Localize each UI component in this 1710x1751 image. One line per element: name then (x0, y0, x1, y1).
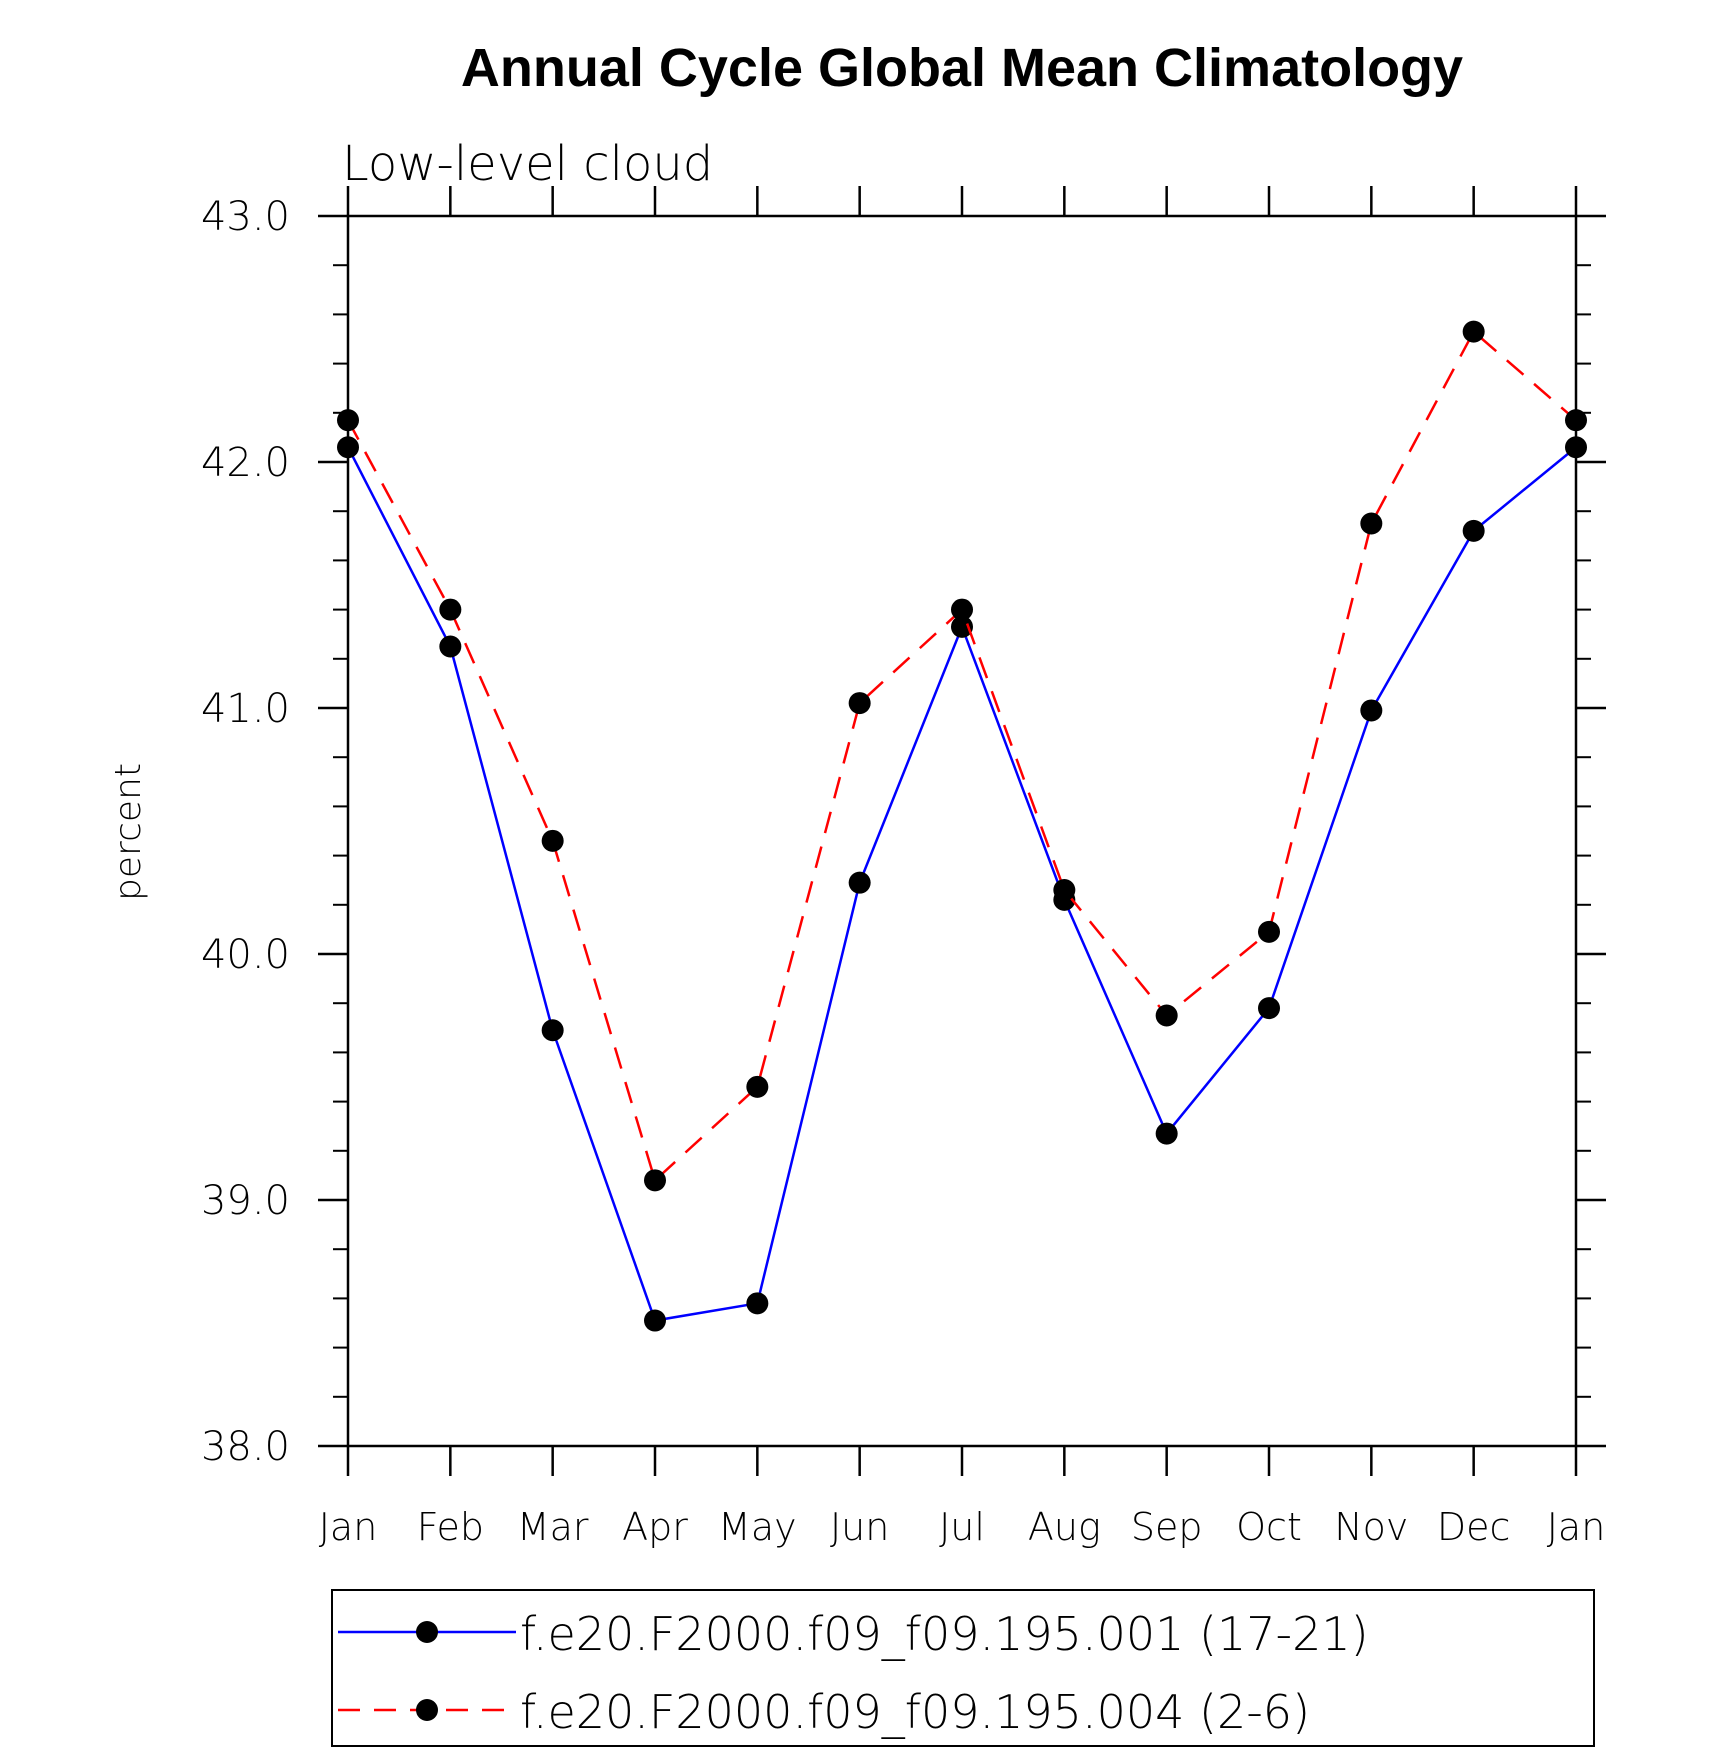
x-tick-label: Feb (417, 1505, 484, 1549)
data-point (951, 598, 973, 621)
data-point (1462, 320, 1485, 343)
y-tick-label: 40.0 (201, 932, 290, 978)
data-point (1155, 1122, 1178, 1145)
x-tick-label: Jul (939, 1505, 985, 1549)
plot-frame (346, 214, 1578, 1448)
data-point (1565, 409, 1587, 432)
series-line (346, 329, 1577, 1183)
data-point (1258, 997, 1280, 1020)
data-point (1565, 436, 1587, 459)
data-point (1258, 920, 1280, 943)
data-point (541, 829, 564, 852)
legend-label-series-2: f.e20.F2000.f09_f09.195.004 (2-6) (520, 1685, 1310, 1739)
y-tick-label: 41.0 (201, 686, 290, 732)
data-point (746, 1292, 769, 1315)
data-point (1360, 699, 1383, 722)
data-point (1360, 512, 1383, 535)
data-point (644, 1169, 666, 1192)
x-tick-labels: Jan Feb Mar Apr May Jun Jul Aug Sep Oct Nov Dec Jan (319, 1505, 1606, 1549)
y-tick-label: 43.0 (201, 194, 290, 240)
series-line (346, 446, 1577, 1322)
data-point (746, 1075, 769, 1098)
data-point (1462, 519, 1485, 542)
legend-label-series-1: f.e20.F2000.f09_f09.195.001 (17-21) (520, 1607, 1369, 1661)
x-tick-label: Sep (1131, 1505, 1203, 1549)
data-point (644, 1309, 666, 1332)
data-point (848, 692, 871, 715)
x-tick-label: Apr (622, 1505, 688, 1549)
legend: f.e20.F2000.f09_f09.195.001 (17-21) f.e2… (331, 1589, 1595, 1747)
legend-marker-series-1 (416, 1621, 438, 1643)
data-point (848, 871, 871, 894)
legend-box (331, 1589, 1595, 1747)
y-axis-label: percent (108, 763, 149, 901)
data-point (337, 409, 359, 432)
x-tick-label: Oct (1236, 1505, 1302, 1549)
data-point (541, 1019, 564, 1042)
legend-marker-series-2 (416, 1699, 438, 1721)
data-point (951, 615, 973, 638)
x-tick-label: Nov (1334, 1505, 1408, 1549)
axis-ticks (318, 186, 1606, 1476)
chart-subtitle: Low-level cloud (342, 136, 713, 192)
data-point (439, 635, 462, 658)
x-tick-label: Jan (319, 1505, 378, 1549)
data-point (439, 598, 462, 621)
y-tick-label: 38.0 (201, 1424, 290, 1470)
x-tick-label: Jun (830, 1505, 889, 1549)
data-point (1155, 1004, 1178, 1027)
chart-title: Annual Cycle Global Mean Climatology (461, 38, 1463, 98)
y-tick-label: 39.0 (201, 1178, 290, 1224)
series-1 (337, 436, 1587, 1332)
data-point (1053, 879, 1076, 902)
x-tick-label: Jan (1547, 1505, 1606, 1549)
x-tick-label: Mar (517, 1505, 589, 1549)
data-point (337, 436, 359, 459)
y-tick-labels: 38.0 39.0 40.0 41.0 42.0 43.0 (201, 194, 290, 1470)
x-tick-label: Dec (1437, 1505, 1511, 1549)
series-layer (337, 320, 1587, 1332)
x-tick-label: May (718, 1505, 797, 1549)
series-2 (337, 320, 1587, 1192)
x-tick-label: Aug (1028, 1505, 1101, 1549)
y-tick-label: 42.0 (201, 440, 290, 486)
